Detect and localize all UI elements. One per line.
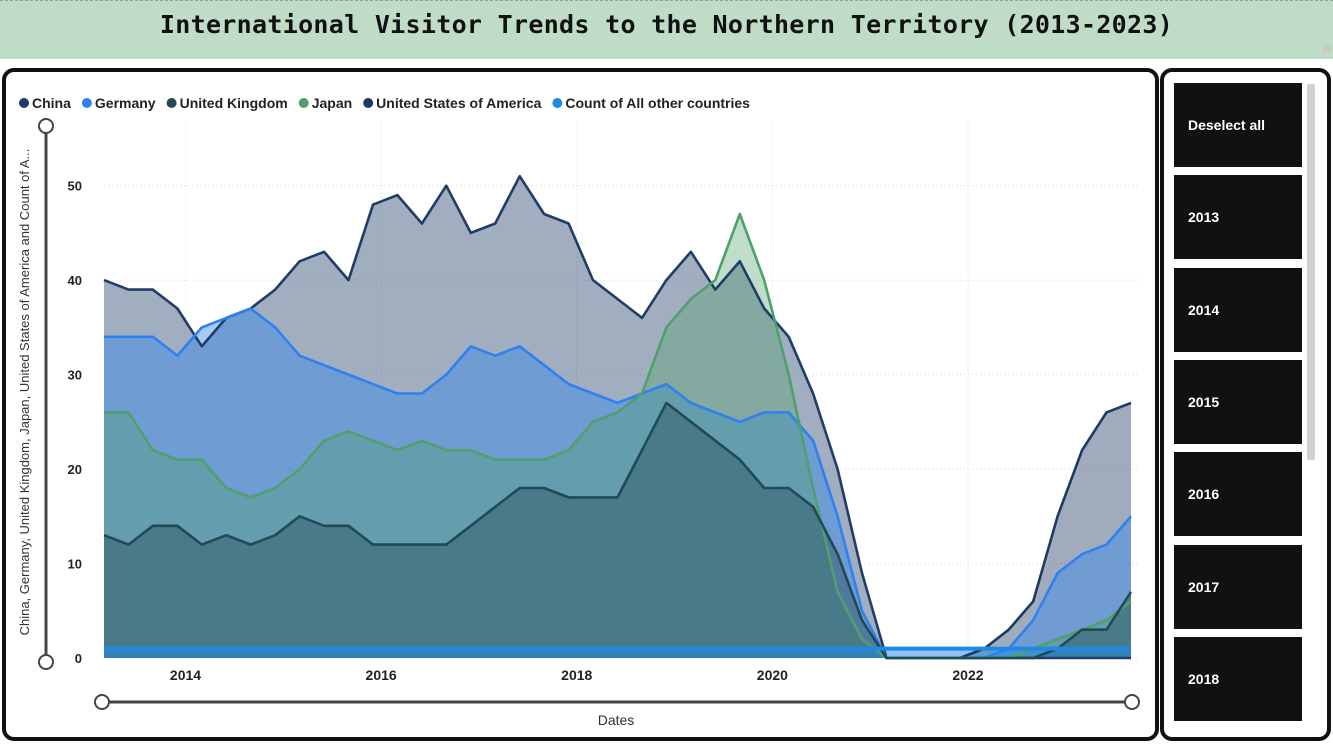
legend-item[interactable]: Japan — [312, 95, 352, 111]
area-germany — [104, 308, 1131, 658]
y-zoom-handle-top[interactable] — [38, 118, 54, 134]
slicer-item-label: Deselect all — [1188, 117, 1266, 133]
legend-item[interactable]: Count of All other countries — [565, 95, 750, 111]
line-united-kingdom[interactable] — [103, 401, 1133, 660]
slicer-item-2015[interactable]: 2015 — [1174, 359, 1302, 444]
legend-item[interactable]: United Kingdom — [180, 95, 288, 111]
legend-marker-icon — [298, 98, 309, 108]
slicer-item-2014[interactable]: 2014 — [1174, 267, 1302, 352]
slicer-item-2017[interactable]: 2017 — [1174, 544, 1302, 629]
slicer-scrollbar[interactable] — [1307, 84, 1315, 460]
legend-marker-icon — [19, 98, 29, 108]
legend-marker-icon — [552, 98, 563, 108]
area-japan — [104, 214, 1131, 658]
chart-panel: 0 10 20 30 40 50 2014 2016 2018 2020 2022 Dates Chin… — [2, 68, 1159, 741]
legend-marker-icon — [363, 98, 374, 108]
legend-item[interactable]: China — [32, 95, 71, 111]
y-axis-title: China, Germany, United Kingdom, Japan, U… — [17, 149, 32, 636]
x-axis-title: Dates — [598, 712, 635, 728]
y-tick-label: 20 — [68, 462, 82, 477]
x-tick-label: 2022 — [952, 667, 983, 683]
y-tick-label: 0 — [75, 651, 82, 666]
slicer-item-2018[interactable]: 2018 — [1174, 636, 1302, 721]
area-chart: 0 10 20 30 40 50 2014 2016 2018 2020 2022 Dates Chin… — [17, 95, 1140, 728]
x-tick-label: 2018 — [561, 667, 592, 683]
y-tick-label: 40 — [68, 273, 82, 288]
y-tick-label: 30 — [68, 368, 82, 383]
slicer-item-2016[interactable]: 2016 — [1174, 452, 1302, 537]
legend-item[interactable]: United States of America — [376, 95, 541, 111]
slicer-item-label: 2016 — [1188, 486, 1220, 503]
legend-marker-icon — [166, 98, 177, 108]
title-bar: International Visitor Trends to the Nort… — [0, 0, 1333, 59]
slicer-item-label: 2013 — [1188, 209, 1220, 226]
y-tick-label: 50 — [68, 179, 82, 194]
resize-handle-icon[interactable] — [1323, 45, 1331, 53]
x-tick-label: 2020 — [757, 667, 788, 683]
legend-marker-icon — [81, 98, 92, 108]
x-zoom-handle-right[interactable] — [1124, 694, 1140, 710]
legend-item[interactable]: Germany — [95, 95, 156, 111]
area-united-states-of-america — [886, 402, 1131, 658]
slicer-item-label: 2015 — [1188, 393, 1220, 410]
slicer-item-label: 2018 — [1188, 670, 1220, 687]
area-united-kingdom — [104, 402, 1131, 658]
y-zoom-handle-bottom[interactable] — [38, 654, 54, 670]
y-tick-label: 10 — [68, 557, 82, 572]
slicer-item-2013[interactable]: 2013 — [1174, 175, 1302, 260]
x-zoom-handle-left[interactable] — [94, 694, 110, 710]
x-tick-label: 2014 — [170, 667, 201, 683]
area-count-of-all-other-countries — [104, 648, 1131, 658]
x-tick-label: 2016 — [366, 667, 397, 683]
slicer-item-label: 2017 — [1188, 578, 1220, 595]
page-title: International Visitor Trends to the Nort… — [159, 10, 1174, 39]
slicer-item-label: 2014 — [1188, 301, 1220, 318]
deselect-all-button[interactable]: Deselect all — [1174, 83, 1302, 167]
year-slicer: Deselect all 2013 2014 2015 2016 2017 2018 — [1160, 68, 1331, 741]
area-china — [104, 176, 1131, 658]
